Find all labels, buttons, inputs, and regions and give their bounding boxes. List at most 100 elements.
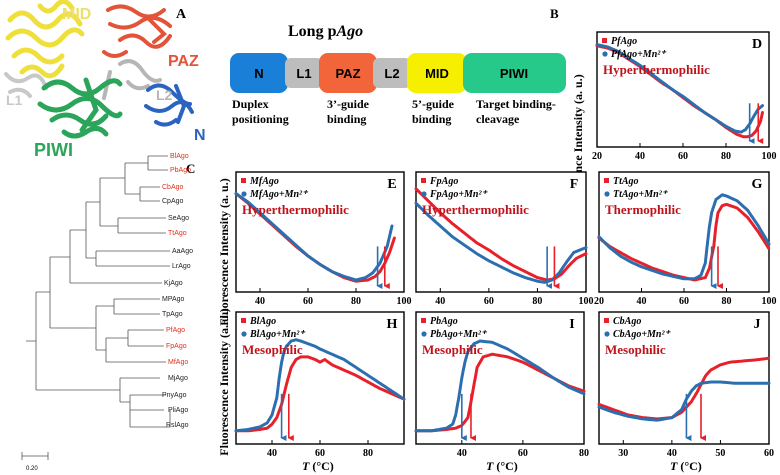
legend-marker-apo	[604, 178, 609, 183]
panel-a-structure: A MID PAZ L2 L1 PIWI N	[4, 0, 206, 160]
function-3guide-l1: 3’-guide	[327, 97, 370, 111]
label-piwi: PIWI	[34, 140, 73, 160]
x-tick-label: 40	[267, 448, 277, 459]
legend-label-apo: TtAgo	[613, 176, 639, 187]
domain-name-l2: L2	[384, 66, 399, 81]
panel-letter: J	[754, 317, 761, 332]
tree-leaf: AaAgo	[172, 248, 193, 255]
plot-frame	[235, 171, 405, 293]
chart-panel-d: 20 40 60 80 100 PfAgo PfAgo+Mn²⁺ Hyperthermophi…	[592, 31, 777, 162]
series-line-mn	[414, 339, 586, 433]
legend-marker-apo	[602, 38, 607, 43]
x-tick-label: 40	[255, 296, 265, 307]
panel-letter-c: C	[186, 161, 195, 176]
label-l1: L1	[6, 92, 23, 108]
chart-panel-f: 40 60 80 100 FpAgo FpAgo+Mn²⁺ Hyperthermophili…	[414, 171, 594, 307]
legend-label-apo: FpAgo	[429, 176, 458, 187]
chart-panel-j: 30 40 50 60 CbAgo CbAgo+Mn²⁺ Mesophilic J	[597, 311, 774, 459]
function-duplex-l2: positioning	[232, 112, 289, 126]
chart-panel-g: 20 40 60 80 100 TtAgo TtAgo+Mn²⁺ Thermophilic G	[594, 171, 777, 307]
series-line-apo	[597, 202, 771, 282]
legend-marker-mn	[604, 191, 610, 197]
x-tick-label: 100	[579, 296, 594, 307]
panel-b-domain-diagram: Long pAgo B N L1 PAZ L2 MID PIWI Duplex …	[230, 6, 566, 126]
panel-c-tree: C BlAgo PbAgo CbAgo CpAgo SeAgo TtAgo Aa…	[21, 153, 195, 472]
legend-label-mn: PbAgo+Mn²⁺	[430, 329, 488, 340]
tree-scale-label: 0.20	[26, 466, 38, 472]
domain-box-l2	[373, 58, 411, 88]
chart-panel-e: 40 60 80 100 MfAgo MfAgo+Mn²⁺ Hyperthermophili…	[234, 171, 412, 307]
function-3guide-l2: binding	[327, 112, 366, 126]
legend-label-mn: PfAgo+Mn²⁺	[611, 49, 667, 60]
legend-marker-apo	[604, 318, 609, 323]
legend-marker-apo	[421, 318, 426, 323]
x-tick-label: 60	[678, 151, 688, 162]
legend-marker-apo	[241, 178, 246, 183]
x-tick-label: 100	[762, 296, 777, 307]
x-tick-label: 80	[532, 296, 542, 307]
chart-panel-h: 40 60 80 BlAgo BlAgo+Mn²⁺ Mesophilic H	[234, 311, 406, 459]
plot-frame	[598, 171, 770, 293]
ylabel-efg: Fluorescence Intensity (a. u.)	[217, 178, 231, 325]
charts-layer: 20 40 60 80 100 PfAgo PfAgo+Mn²⁺ Hyperthermophi…	[234, 31, 777, 459]
mid-domain-ribbon	[5, 0, 85, 79]
legend-marker-mn	[604, 331, 610, 337]
legend-marker-apo	[421, 178, 426, 183]
chart-panel-i: 40 60 80 PbAgo PbAgo+Mn²⁺ Mesophilic I	[414, 311, 589, 459]
x-tick-label: 40	[457, 448, 467, 459]
x-tick-label: 20	[594, 296, 604, 307]
x-tick-label: 20	[592, 151, 602, 162]
condition-label: Mesophilic	[242, 342, 303, 357]
legend-label-apo: PbAgo	[430, 316, 458, 327]
function-target-l1: Target binding-	[476, 97, 556, 111]
x-tick-label: 60	[484, 296, 494, 307]
x-tick-label: 60	[679, 296, 689, 307]
domain-box-piwi	[463, 53, 566, 93]
condition-label: Hyperthermophilic	[422, 202, 529, 217]
legend-marker-mn	[421, 191, 427, 197]
x-tick-label: 40	[435, 296, 445, 307]
tree-branches	[26, 155, 170, 411]
n-domain-ribbon	[144, 83, 194, 127]
function-target-l2: cleavage	[476, 112, 520, 126]
legend-label-apo: PfAgo	[611, 36, 637, 47]
x-tick-label: 80	[351, 296, 361, 307]
tree-leaf: MfAgo	[168, 359, 188, 366]
x-tick-label: 100	[397, 296, 412, 307]
legend-label-mn: TtAgo+Mn²⁺	[613, 189, 669, 200]
x-tick-label: 30	[618, 448, 628, 459]
series-line-mn	[597, 193, 771, 281]
legend-label-mn: MfAgo+Mn²⁺	[249, 189, 309, 200]
series-line-mn	[234, 192, 394, 282]
tree-leaf: LrAgo	[172, 263, 191, 270]
domain-name-paz: PAZ	[335, 66, 360, 81]
condition-label: Hyperthermophilic	[603, 62, 710, 77]
condition-label: Mesophilic	[605, 342, 666, 357]
panel-letter: D	[752, 37, 762, 52]
tree-leaf: PbAgo	[170, 167, 191, 174]
legend-label-apo: BlAgo	[249, 316, 276, 327]
legend-marker-mn	[241, 331, 247, 337]
x-tick-label: 60	[764, 448, 774, 459]
plot-frame	[415, 171, 587, 293]
condition-label: Thermophilic	[605, 202, 681, 217]
x-tick-label: 40	[667, 448, 677, 459]
xlabel-j: T (°C)	[670, 459, 702, 473]
tree-leaf: BlAgo	[170, 153, 189, 160]
paz-domain-ribbon	[102, 4, 172, 58]
x-tick-label: 80	[363, 448, 373, 459]
label-mid: MID	[62, 6, 91, 23]
panel-letter: E	[387, 177, 396, 192]
label-l2: L2	[156, 87, 173, 103]
series-line-mn	[234, 338, 406, 433]
tree-leaf: CpAgo	[162, 198, 184, 205]
domain-box-n	[230, 53, 288, 93]
x-tick-label: 80	[579, 448, 589, 459]
function-duplex-l1: Duplex	[232, 97, 269, 111]
tree-leaf: PliAgo	[168, 407, 188, 414]
x-tick-label: 60	[518, 448, 528, 459]
legend-marker-mn	[602, 51, 608, 57]
x-tick-label: 80	[721, 151, 731, 162]
tree-leaf: TtAgo	[168, 230, 187, 237]
